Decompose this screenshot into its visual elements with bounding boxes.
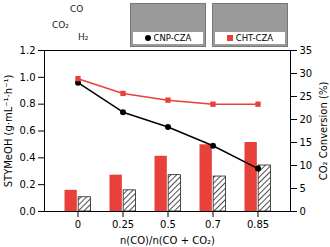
svg-text:0.2: 0.2: [20, 179, 36, 190]
svg-text:0.5: 0.5: [160, 219, 176, 230]
svg-text:0.0: 0.0: [20, 206, 36, 217]
svg-text:15: 15: [300, 137, 313, 148]
svg-text:20: 20: [300, 114, 313, 125]
svg-text:0.4: 0.4: [20, 152, 36, 163]
svg-text:0.25: 0.25: [112, 219, 134, 230]
html-text:CO: CO: [70, 4, 84, 14]
svg-text:25: 25: [300, 91, 313, 102]
html-text:H₂: H₂: [78, 32, 89, 42]
svg-text:1.2: 1.2: [20, 45, 36, 56]
html-text:CNP-CZA: CNP-CZA: [153, 33, 192, 43]
svg-text:CO₂ Conversion (%): CO₂ Conversion (%): [318, 82, 329, 181]
svg-text:0.85: 0.85: [247, 219, 269, 230]
svg-text:35: 35: [300, 45, 313, 56]
svg-text:0.8: 0.8: [20, 98, 36, 109]
svg-text:1.0: 1.0: [20, 72, 36, 83]
svg-text:0: 0: [75, 219, 81, 230]
svg-text:0.7: 0.7: [205, 219, 221, 230]
html-text:CHT-CZA: CHT-CZA: [235, 33, 274, 43]
html-text:CO₂: CO₂: [52, 20, 69, 30]
svg-text:n(CO)/n(CO + CO₂): n(CO)/n(CO + CO₂): [120, 235, 215, 246]
svg-text:STYMeOH (g·mL⁻¹·h⁻¹): STYMeOH (g·mL⁻¹·h⁻¹): [3, 75, 14, 188]
svg-text:0: 0: [300, 206, 306, 217]
svg-text:5: 5: [300, 183, 306, 194]
svg-text:30: 30: [300, 68, 313, 79]
svg-text:0.6: 0.6: [20, 125, 36, 136]
svg-text:10: 10: [300, 160, 313, 171]
